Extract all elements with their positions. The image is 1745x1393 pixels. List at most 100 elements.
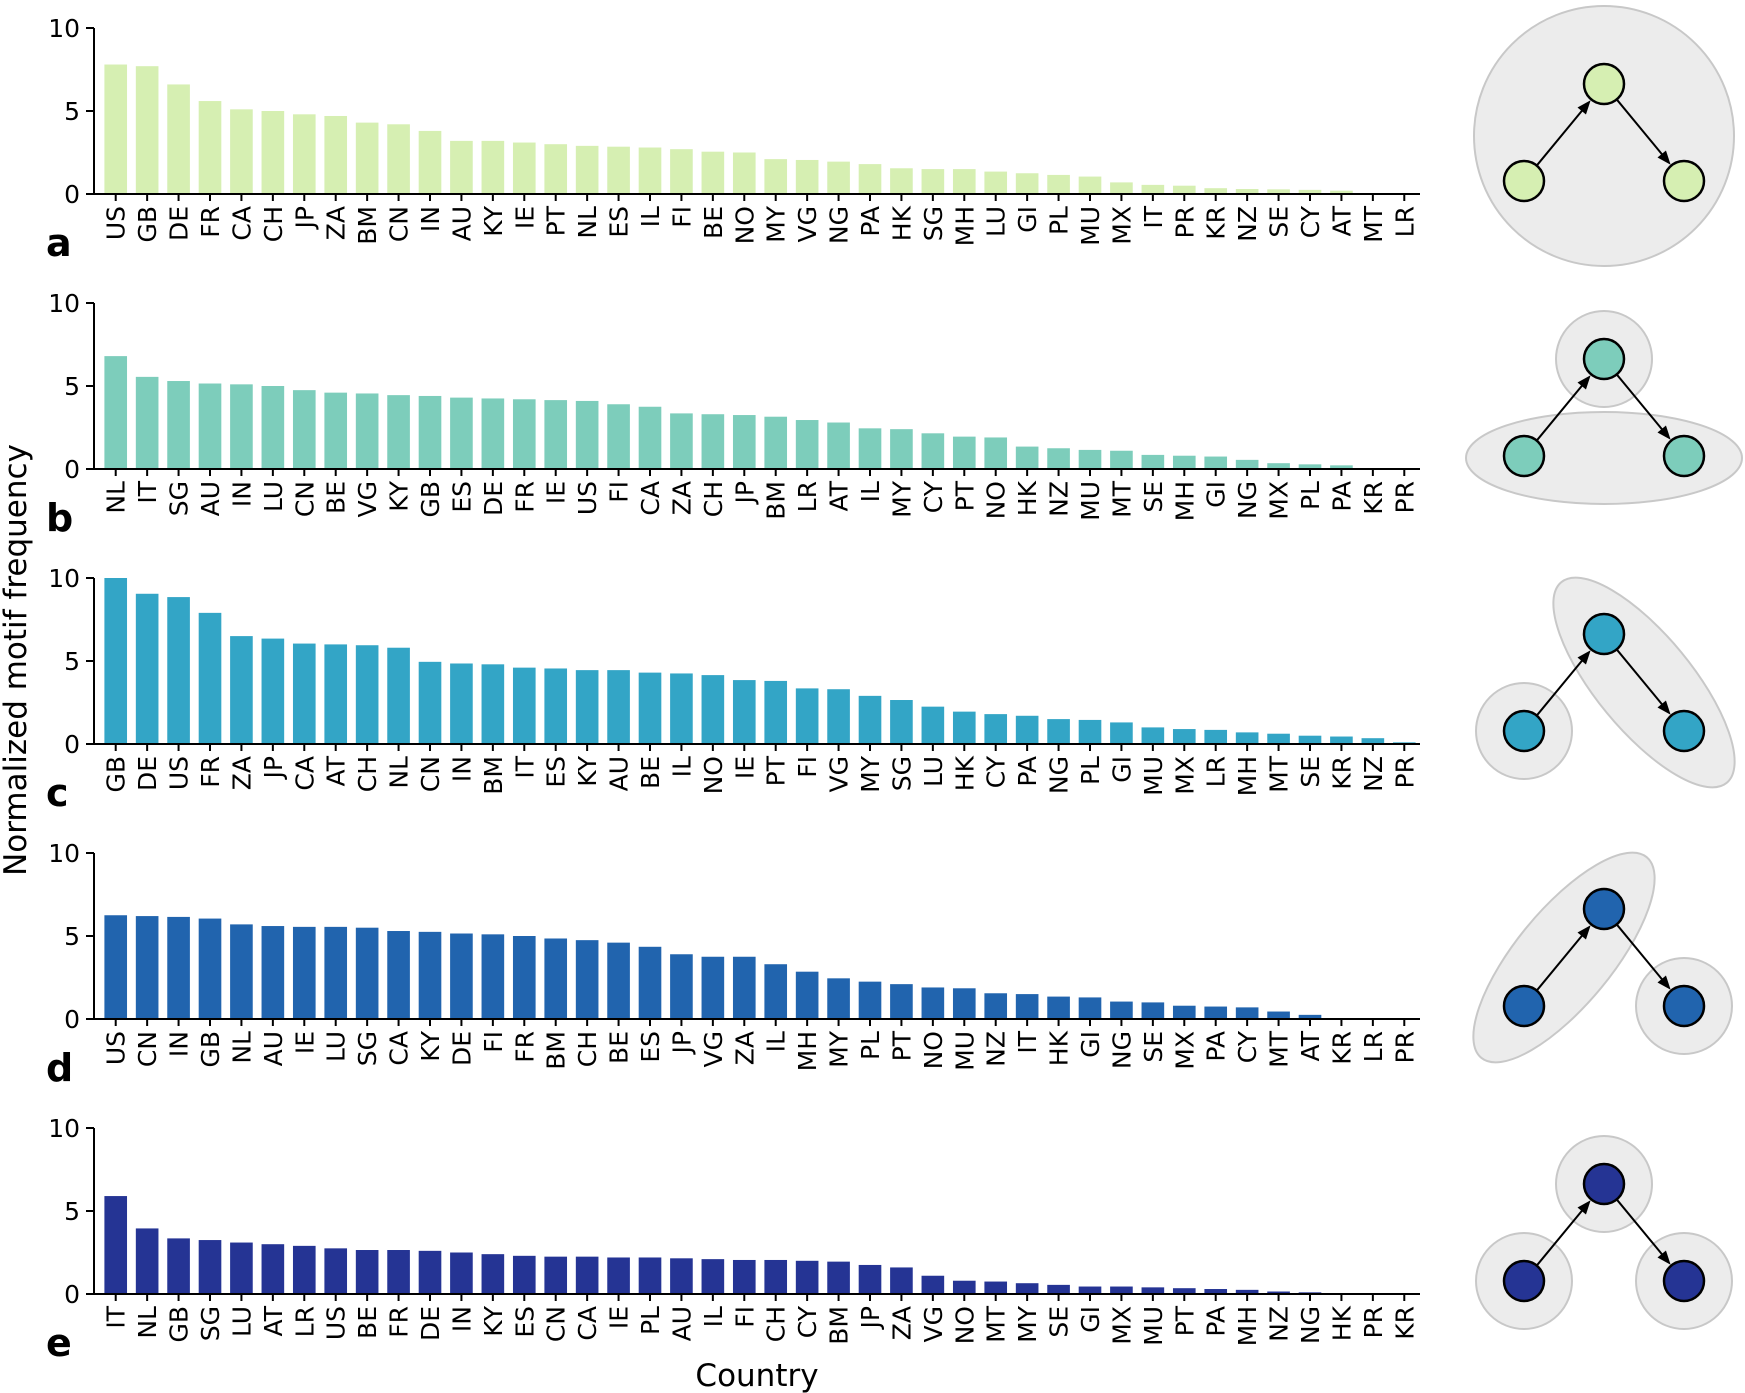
panel-c: 0 5 10 GB DE US FR ZA JP CA AT CH NL CN IN BM IT ES KY AU BE… — [46, 564, 1736, 815]
bar-a-CH — [261, 111, 285, 194]
node-apex — [1582, 62, 1626, 106]
x-tick-label-VG: VG — [699, 1031, 728, 1067]
bar-c-MU — [1141, 727, 1165, 744]
bar-d-IL — [764, 964, 788, 1019]
bar-a-NO — [732, 152, 756, 194]
bar-b-ZA — [670, 413, 693, 469]
panel-e: 0 5 10 IT NL GB SG LU AT LR US BE FR DE IN KY ES CN CA IE PL… — [46, 1114, 1733, 1365]
y-tick-label: 0 — [64, 730, 80, 759]
edge-source-to-apex-head — [1577, 925, 1591, 940]
x-tick-label-IE: IE — [605, 1306, 634, 1329]
edge-source-to-apex — [1535, 380, 1587, 442]
edge-apex-to-target-head — [1657, 975, 1671, 990]
x-tick-label-JP: JP — [730, 481, 759, 505]
bar-c-ES — [544, 668, 568, 744]
x-tick-label-NO: NO — [730, 206, 759, 244]
bar-b-GI — [1204, 456, 1228, 469]
bar-b-NO — [984, 437, 1008, 469]
x-tick-label-MH: MH — [1233, 1306, 1262, 1346]
y-tick-label: 0 — [64, 1005, 80, 1034]
bar-b-NG — [1235, 459, 1259, 469]
x-tick-label-CH: CH — [259, 206, 288, 242]
x-tick-label-SG: SG — [919, 206, 948, 241]
y-tick-label: 5 — [64, 1197, 80, 1226]
x-tick-label-GI: GI — [1076, 1031, 1105, 1058]
bar-a-VG — [795, 159, 819, 194]
x-tick-label-IT: IT — [1013, 1030, 1042, 1053]
x-tick-label-KR: KR — [1327, 756, 1356, 790]
edge-apex-to-target — [1615, 648, 1667, 710]
x-tick-label-FR: FR — [510, 1031, 539, 1063]
y-tick-label: 0 — [64, 1280, 80, 1309]
edge-apex-to-target-head — [1657, 150, 1671, 165]
bar-d-MH — [795, 971, 819, 1019]
x-tick-label-LR: LR — [1202, 756, 1231, 787]
bar-a-CN — [387, 124, 410, 194]
bar-c-LU — [921, 706, 945, 744]
x-tick-label-BE: BE — [353, 1306, 382, 1339]
x-tick-label-US: US — [573, 481, 602, 515]
edge-source-to-apex — [1535, 655, 1587, 717]
x-tick-label-MH: MH — [1170, 481, 1199, 521]
x-tick-label-SG: SG — [196, 1306, 225, 1341]
x-tick-label-IN: IN — [447, 756, 476, 782]
x-tick-label-LU: LU — [322, 1031, 351, 1062]
bar-a-MU — [1078, 176, 1102, 194]
x-tick-label-CN: CN — [133, 1031, 162, 1067]
bar-c-SE — [1298, 735, 1322, 744]
x-tick-label-HK: HK — [887, 205, 916, 241]
x-tick-label-PA: PA — [1013, 756, 1042, 787]
x-tick-label-LU: LU — [919, 756, 948, 787]
bar-b-CY — [921, 433, 945, 469]
x-tick-label-IE: IE — [510, 206, 539, 229]
bar-e-IL — [701, 1259, 725, 1294]
x-tick-label-CA: CA — [573, 1306, 602, 1341]
x-tick-label-KY: KY — [416, 1030, 445, 1062]
x-tick-label-CN: CN — [542, 1306, 571, 1342]
x-tick-label-ZA: ZA — [887, 1306, 916, 1340]
bar-d-CH — [575, 940, 599, 1019]
x-tick-label-ES: ES — [510, 1306, 539, 1338]
bar-d-CY — [1235, 1007, 1259, 1019]
x-tick-label-MT: MT — [1265, 1030, 1294, 1068]
bar-b-SE — [1141, 454, 1165, 469]
bar-a-FI — [670, 149, 693, 194]
bar-c-MX — [1172, 729, 1196, 744]
y-tick-label: 0 — [64, 180, 80, 209]
panel-d: 0 5 10 US CN IN GB NL AU IE LU SG CA KY DE FI FR BM CH BE ES… — [46, 839, 1733, 1090]
x-tick-label-CA: CA — [385, 1031, 414, 1066]
x-tick-label-NL: NL — [102, 481, 131, 514]
bar-d-MX — [1172, 1005, 1196, 1019]
x-tick-label-CH: CH — [699, 481, 728, 517]
x-tick-label-IE: IE — [730, 756, 759, 779]
bar-c-AT — [324, 644, 348, 744]
node-source — [1502, 1259, 1546, 1303]
x-tick-label-NO: NO — [699, 756, 728, 794]
node-source — [1502, 434, 1546, 478]
x-tick-label-IL: IL — [856, 481, 885, 502]
bar-a-SG — [921, 169, 945, 194]
x-tick-label-PA: PA — [1202, 1031, 1231, 1062]
bar-e-PT — [1172, 1288, 1196, 1294]
bar-e-JP — [858, 1264, 882, 1294]
bar-d-US — [104, 915, 128, 1019]
bar-a-LU — [984, 171, 1008, 194]
x-tick-label-JP: JP — [259, 756, 288, 780]
y-tick-label: 5 — [64, 97, 80, 126]
bar-b-MU — [1078, 449, 1102, 469]
x-tick-label-CY: CY — [1296, 205, 1325, 238]
bar-c-CH — [355, 645, 379, 744]
x-tick-label-BM: BM — [762, 481, 791, 520]
x-tick-label-DE: DE — [133, 756, 162, 791]
bar-c-MY — [858, 695, 882, 744]
bar-a-NL — [575, 145, 599, 194]
x-tick-label-KR: KR — [1359, 481, 1388, 515]
bar-b-CN — [292, 390, 316, 469]
x-tick-label-MU: MU — [950, 1031, 979, 1071]
x-tick-label-PT: PT — [887, 1030, 916, 1061]
x-tick-label-FR: FR — [385, 1306, 414, 1338]
x-tick-label-CA: CA — [290, 756, 319, 791]
x-tick-label-PT: PT — [1170, 1305, 1199, 1336]
